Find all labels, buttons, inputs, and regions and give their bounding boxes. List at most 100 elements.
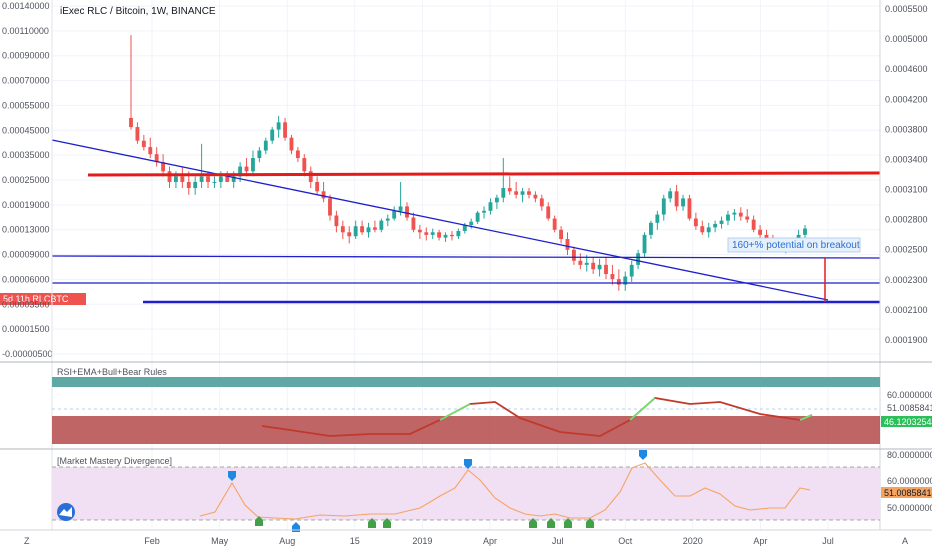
bearish-divergence-marker — [228, 471, 236, 481]
candle-body — [321, 191, 326, 199]
time-axis-tick: Feb — [144, 536, 160, 546]
candle-body — [430, 232, 435, 235]
candle-body — [674, 191, 679, 207]
time-axis-tick: Jul — [552, 536, 564, 546]
candle-body — [328, 198, 332, 216]
candle-body — [276, 122, 281, 130]
candle-body — [462, 225, 467, 232]
rsi-pane[interactable]: RSI+EMA+Bull+Bear Rules 60.00000000 51.0… — [52, 367, 932, 444]
candle-body — [154, 154, 159, 163]
rsi-label: RSI+EMA+Bull+Bear Rules — [57, 367, 167, 377]
time-axis[interactable]: Feb May Aug 15 2019 Apr Jul Oct 2020 Apr Jul — [144, 536, 834, 546]
drawings-layer: 160+% potential on breakout — [51, 139, 881, 304]
left-price-axis[interactable]: 0.00140000 0.00110000 0.00090000 0.00070000… — [2, 1, 53, 359]
candle-body — [199, 176, 204, 182]
descending-trendline[interactable] — [51, 139, 829, 301]
left-axis-tick: 0.00035000 — [2, 150, 50, 160]
candle-body — [475, 212, 480, 222]
candle-body — [604, 264, 608, 275]
time-axis-tick: Aug — [279, 536, 295, 546]
candle-body — [360, 226, 365, 233]
candle-body — [405, 206, 409, 218]
candle-body — [238, 166, 243, 177]
price-pane[interactable]: 160+% potential on breakout iExec RLC / … — [0, 0, 881, 530]
candle-body — [186, 181, 191, 189]
annotation-box[interactable] — [727, 237, 861, 253]
left-axis-tick: 0.00006000 — [2, 274, 50, 284]
divergence-pane[interactable]: [Market Mastery Divergence] 80.00000000 … — [52, 450, 932, 532]
right-axis-tick: 0.0001900 — [885, 335, 928, 345]
candle-body — [520, 191, 525, 195]
time-axis-tick: Apr — [483, 536, 497, 546]
right-axis-tick: 0.0002300 — [885, 275, 928, 285]
rsi-axis-tick-60: 60.00000000 — [887, 390, 932, 400]
rsi-bear-zone — [52, 416, 880, 444]
divergence-markers — [228, 450, 647, 532]
div-value-tag — [881, 487, 932, 498]
right-axis-tick: 0.0003800 — [885, 124, 928, 134]
candle-body — [533, 194, 538, 199]
candle-body — [174, 176, 178, 182]
divergence-band — [52, 467, 880, 520]
candle-body — [244, 166, 249, 172]
candle-body — [148, 147, 153, 155]
candle-body — [231, 176, 236, 182]
bullish-divergence-marker — [586, 518, 594, 528]
corner-right-a[interactable]: A — [902, 536, 908, 546]
bearish-divergence-marker — [464, 459, 472, 469]
left-axis-tick: 0.00140000 — [2, 1, 50, 11]
candle-body — [424, 232, 429, 235]
left-axis-tick: 0.00013000 — [2, 225, 50, 235]
left-axis-tick: 0.00019000 — [2, 200, 50, 210]
candle-body — [308, 171, 313, 182]
bearish-divergence-marker — [639, 450, 647, 460]
candle-body — [469, 221, 474, 226]
time-axis-tick: Jul — [822, 536, 834, 546]
candle-body — [655, 214, 660, 223]
candle-body — [398, 206, 403, 211]
rsi-line-bull-segment — [629, 397, 656, 421]
candle-body — [803, 228, 807, 235]
candle-body — [507, 188, 512, 192]
candle-body — [629, 264, 634, 277]
candle-body — [501, 188, 506, 198]
left-axis-tick: -0.00000500 — [2, 349, 53, 359]
bullish-divergence-marker — [255, 516, 263, 526]
candle-body — [257, 150, 262, 159]
candle-body — [193, 181, 198, 189]
div-axis-tick-80: 80.00000000 — [887, 450, 932, 460]
horizontal-line-upper[interactable] — [51, 255, 881, 259]
candle-body — [642, 234, 647, 254]
div-axis-tick-60: 60.00000000 — [887, 476, 932, 486]
annotation-text: 160+% potential on breakout — [732, 240, 860, 251]
left-axis-tick: 0.00045000 — [2, 125, 50, 135]
right-axis-tick: 0.0005000 — [885, 34, 928, 44]
candle-body — [218, 176, 223, 182]
candle-body — [681, 198, 685, 207]
right-price-axis[interactable]: 0.0005500 0.0005000 0.0004600 0.0004200 0.00… — [885, 4, 928, 345]
candle-body — [353, 226, 358, 237]
candle-body — [129, 117, 133, 128]
candle-body — [450, 234, 454, 237]
candle-body — [661, 198, 666, 215]
symbol-tag-text: 5d 11h RLCBTC — [3, 294, 69, 304]
candle-body — [578, 260, 583, 265]
candle-body — [693, 218, 698, 227]
time-axis-tick: 2020 — [683, 536, 703, 546]
candle-body — [713, 223, 718, 228]
candle-body — [738, 212, 743, 217]
candle-body — [270, 129, 275, 141]
candle-body — [315, 181, 320, 192]
candle-body — [366, 227, 371, 233]
candle-body — [758, 229, 762, 235]
corner-left-z[interactable]: Z — [24, 536, 30, 546]
tradingview-logo — [57, 503, 75, 521]
candle-body — [340, 226, 345, 233]
resistance-line[interactable] — [87, 171, 881, 177]
candle-body — [610, 274, 615, 280]
candle-body — [206, 176, 210, 182]
candle-body — [546, 206, 551, 219]
candle-body — [623, 276, 628, 285]
candle-body — [385, 218, 390, 221]
